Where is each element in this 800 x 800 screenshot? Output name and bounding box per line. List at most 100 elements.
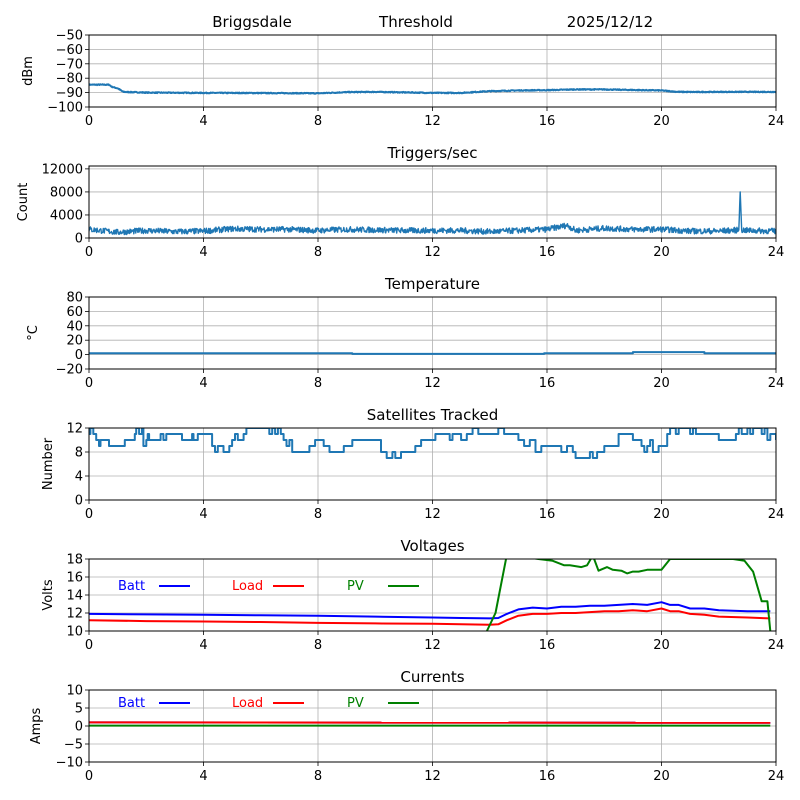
y-tick-label: −5	[64, 738, 83, 753]
x-tick-label: 0	[85, 114, 93, 129]
panel-title: Temperature	[384, 275, 480, 293]
x-tick-label: 0	[85, 376, 93, 391]
x-tick-label: 16	[539, 507, 556, 522]
x-tick-label: 20	[653, 245, 670, 260]
y-tick-label: 0	[75, 348, 83, 363]
y-axis-label: Volts	[41, 579, 56, 611]
legend-label-pv: PV	[347, 696, 364, 711]
y-tick-label: 8000	[50, 185, 83, 200]
y-tick-label: 80	[66, 291, 83, 306]
mode-title: Threshold	[378, 13, 453, 31]
date-title: 2025/12/12	[567, 13, 653, 31]
x-tick-label: 12	[424, 638, 441, 653]
x-tick-label: 4	[199, 507, 207, 522]
x-tick-label: 20	[653, 507, 670, 522]
y-tick-label: −100	[47, 101, 83, 116]
y-tick-label: 40	[66, 319, 83, 334]
series-group	[89, 83, 776, 95]
series-group	[89, 721, 771, 727]
x-tick-label: 16	[539, 114, 556, 129]
series-line-satellites	[89, 428, 776, 459]
y-tick-label: 60	[66, 305, 83, 320]
x-tick-label: 12	[424, 769, 441, 784]
series-line-signal	[89, 83, 776, 95]
x-tick-label: 16	[539, 245, 556, 260]
series-line-triggers	[89, 191, 776, 236]
y-tick-label: −80	[56, 72, 83, 87]
station-title: Briggsdale	[212, 13, 292, 31]
legend-label-batt: Batt	[118, 579, 145, 594]
x-tick-label: 12	[424, 245, 441, 260]
x-tick-label: 8	[314, 638, 322, 653]
y-axis-label: °C	[26, 325, 41, 341]
x-tick-label: 16	[539, 769, 556, 784]
y-tick-label: −50	[56, 29, 83, 44]
legend-label-pv: PV	[347, 579, 364, 594]
y-tick-label: 12000	[42, 162, 83, 177]
x-tick-label: 0	[85, 245, 93, 260]
x-tick-label: 16	[539, 376, 556, 391]
x-tick-label: 24	[768, 376, 785, 391]
panel-satellites: 0 4 8 12 16 20 24 0 4 8 12 Satellites Tracked Number	[41, 406, 784, 522]
y-tick-label: −10	[56, 756, 83, 771]
panel-title: Triggers/sec	[387, 144, 478, 162]
y-tick-label: 8	[75, 446, 83, 461]
panel-signal: 0 4 8 12 16 20 24 −100−90−80−70−60−50 dBm	[21, 29, 784, 130]
legend-label-batt: Batt	[118, 696, 145, 711]
y-tick-label: 4	[75, 470, 83, 485]
y-tick-label: 0	[75, 494, 83, 509]
panel-title: Currents	[400, 668, 464, 686]
x-tick-label: 20	[653, 376, 670, 391]
x-tick-label: 20	[653, 638, 670, 653]
x-tick-label: 24	[768, 245, 785, 260]
x-tick-label: 12	[424, 114, 441, 129]
series-line-pv	[485, 559, 772, 631]
y-tick-label: 20	[66, 334, 83, 349]
panel-currents: 0 4 8 12 16 20 24 −10 −5 0 5 10 Currents Amps Batt Load…	[29, 668, 784, 784]
x-tick-label: 8	[314, 769, 322, 784]
x-tick-label: 24	[768, 507, 785, 522]
y-tick-label: 0	[75, 232, 83, 247]
y-tick-label: 4000	[50, 208, 83, 223]
y-axis-label: dBm	[21, 56, 36, 86]
x-tick-label: 8	[314, 245, 322, 260]
y-tick-label: −90	[56, 86, 83, 101]
series-group	[89, 428, 776, 459]
x-tick-label: 0	[85, 769, 93, 784]
panel-voltages: 0 4 8 12 16 20 24 10 12 14 16 18 Voltages Volts Batt Lo…	[41, 537, 784, 653]
x-tick-label: 4	[199, 769, 207, 784]
x-tick-label: 4	[199, 245, 207, 260]
series-line-batt	[89, 601, 771, 620]
x-tick-label: 24	[768, 638, 785, 653]
panel-title: Satellites Tracked	[367, 406, 498, 424]
x-tick-label: 0	[85, 507, 93, 522]
series-line-temperature	[89, 351, 776, 355]
y-tick-label: 16	[66, 571, 83, 586]
series-line-load	[89, 607, 771, 626]
panel-title: Voltages	[400, 537, 464, 555]
x-tick-label: 8	[314, 376, 322, 391]
header: Briggsdale Threshold 2025/12/12	[212, 13, 653, 31]
x-tick-label: 16	[539, 638, 556, 653]
x-tick-label: 4	[199, 638, 207, 653]
y-tick-label: −20	[56, 363, 83, 378]
x-tick-label: 4	[199, 114, 207, 129]
y-axis-label: Count	[16, 183, 31, 222]
x-tick-label: 24	[768, 114, 785, 129]
series-group	[89, 191, 776, 236]
series-group	[89, 559, 772, 631]
y-tick-label: 10	[66, 625, 83, 640]
x-tick-label: 8	[314, 114, 322, 129]
y-tick-label: 0	[75, 720, 83, 735]
y-tick-label: −70	[56, 57, 83, 72]
legend-label-load: Load	[232, 696, 263, 711]
y-tick-label: −60	[56, 43, 83, 58]
x-tick-label: 4	[199, 376, 207, 391]
x-tick-label: 20	[653, 114, 670, 129]
y-tick-label: 5	[75, 702, 83, 717]
y-tick-label: 12	[66, 422, 83, 437]
y-tick-label: 18	[66, 553, 83, 568]
legend-label-load: Load	[232, 579, 263, 594]
